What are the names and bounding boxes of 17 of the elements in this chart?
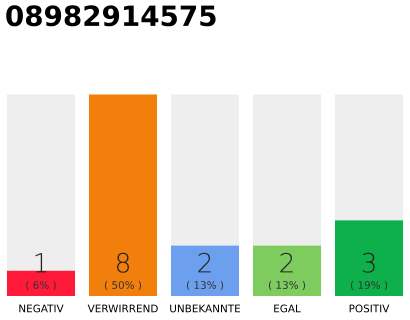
annotation: ( 50% ) [104, 280, 142, 290]
data-label: 3 [362, 252, 375, 273]
annotation: ( 19% ) [350, 280, 388, 290]
data-label: 1 [36, 253, 46, 272]
x-tick-label: UNBEKANNTE [170, 304, 240, 312]
data-label: 8 [117, 252, 129, 273]
x-tick-label: NEGATIV [19, 304, 64, 312]
annotation: ( 6% ) [26, 280, 56, 290]
bar [6, 270, 76, 296]
data-label: 2 [280, 252, 293, 272]
data-label: 2 [198, 252, 211, 272]
x-tick-label: EGAL [274, 304, 301, 312]
x-tick-label: POSITIV [350, 304, 390, 312]
chart-title: 08982914575 [6, 5, 216, 26]
annotation: ( 13% ) [186, 280, 224, 290]
x-tick-label: VERWIRREND [88, 304, 158, 312]
annotation: ( 13% ) [268, 280, 306, 290]
